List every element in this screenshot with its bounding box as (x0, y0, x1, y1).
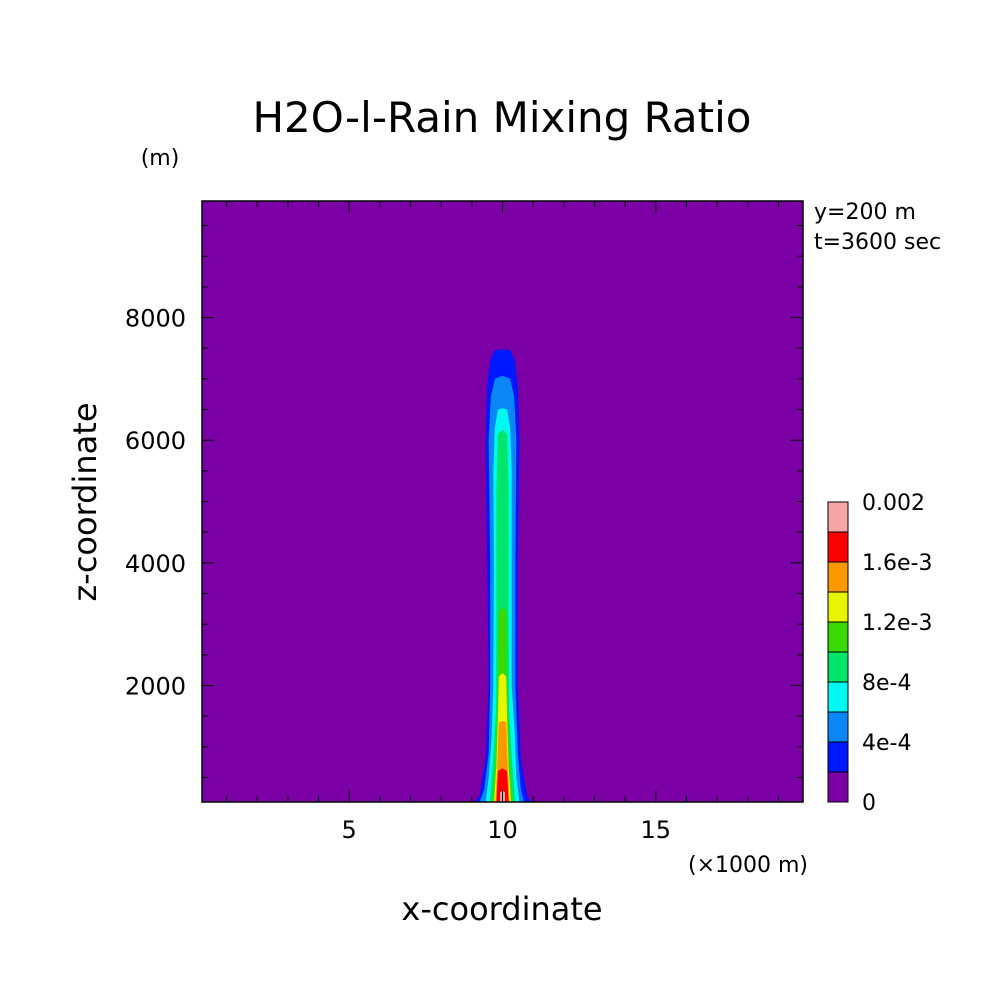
colorbar-tick-label: 0.002 (862, 491, 925, 516)
colorbar-swatch (827, 501, 849, 533)
axis-ticks (202, 201, 803, 802)
x-tick-label: 5 (342, 816, 357, 844)
annotation-y: y=200 m (814, 200, 916, 225)
chart-title: H2O-l-Rain Mixing Ratio (252, 93, 751, 142)
plot-area (201, 200, 804, 803)
y-tick-label: 8000 (125, 305, 186, 333)
annotation-t: t=3600 sec (814, 230, 941, 255)
y-tick-labels: 2000 4000 6000 8000 (125, 305, 186, 701)
colorbar-swatch (827, 681, 849, 713)
colorbar-swatch (827, 741, 849, 773)
y-tick-label: 4000 (125, 550, 186, 578)
y-unit-label: (m) (141, 146, 180, 171)
colorbar-swatch (827, 771, 849, 803)
colorbar-tick-label: 0 (862, 791, 876, 816)
colorbar-swatch (827, 651, 849, 683)
x-unit-label: (×1000 m) (688, 853, 808, 878)
colorbar-tick-label: 4e-4 (862, 731, 911, 756)
y-tick-label: 2000 (125, 672, 186, 700)
x-tick-label: 10 (487, 816, 518, 844)
colorbar-swatch (827, 591, 849, 623)
x-tick-labels: 5 10 15 (342, 816, 672, 844)
x-axis-label: x-coordinate (401, 890, 602, 928)
colorbar-swatch (827, 621, 849, 653)
colorbar-tick-label: 1.2e-3 (862, 611, 932, 636)
colorbar-swatch (827, 531, 849, 563)
colorbar-swatch (827, 711, 849, 743)
colorbar-swatch (827, 561, 849, 593)
y-axis-label: z-coordinate (66, 402, 104, 601)
contour-layer (474, 349, 532, 802)
x-tick-label: 15 (641, 816, 672, 844)
contour-level-8 (496, 768, 509, 802)
colorbar-tick-label: 1.6e-3 (862, 551, 932, 576)
colorbar-tick-label: 8e-4 (862, 671, 911, 696)
y-tick-label: 6000 (125, 427, 186, 455)
colorbar: 0 4e-4 8e-4 1.2e-3 1.6e-3 0.002 (827, 491, 932, 816)
